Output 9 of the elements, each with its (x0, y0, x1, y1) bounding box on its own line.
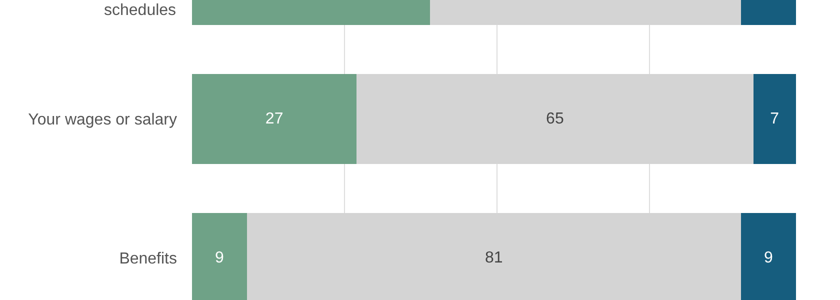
y-tick-label: Your wages or salary (28, 112, 177, 129)
data-label: 27 (265, 110, 284, 128)
data-label: 7 (770, 110, 780, 128)
y-tick-label: Benefits (119, 250, 177, 268)
data-label: 65 (546, 110, 564, 128)
data-label: 9 (214, 250, 224, 267)
data-label: 9 (764, 250, 774, 267)
data-label: 81 (485, 250, 503, 267)
y-tick-label: schedules (104, 2, 176, 19)
